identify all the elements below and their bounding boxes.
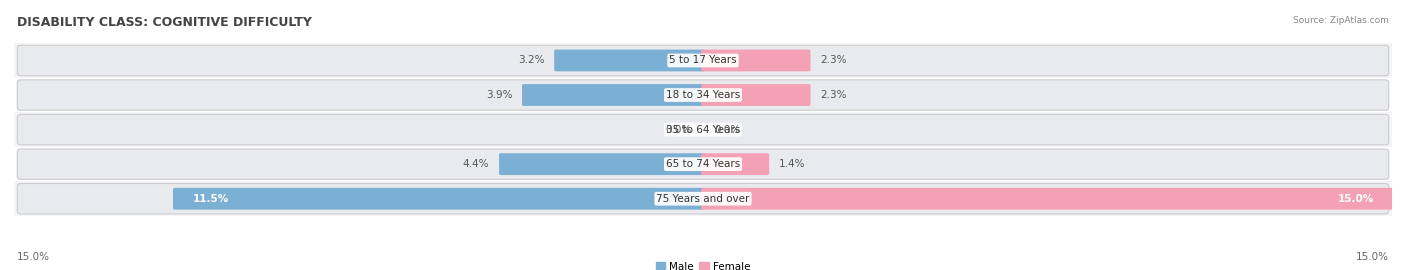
Text: 65 to 74 Years: 65 to 74 Years: [666, 159, 740, 169]
Text: 18 to 34 Years: 18 to 34 Years: [666, 90, 740, 100]
FancyBboxPatch shape: [17, 114, 1389, 145]
Text: 3.9%: 3.9%: [486, 90, 512, 100]
Legend: Male, Female: Male, Female: [651, 258, 755, 270]
FancyBboxPatch shape: [499, 153, 704, 175]
Text: 11.5%: 11.5%: [193, 194, 229, 204]
Text: 2.3%: 2.3%: [820, 55, 846, 66]
Text: 15.0%: 15.0%: [17, 252, 49, 262]
Text: 4.4%: 4.4%: [463, 159, 489, 169]
Bar: [14, 181, 1392, 216]
FancyBboxPatch shape: [17, 149, 1389, 179]
FancyBboxPatch shape: [17, 80, 1389, 110]
Text: 0.0%: 0.0%: [665, 124, 692, 135]
Bar: [14, 43, 1392, 78]
FancyBboxPatch shape: [522, 84, 704, 106]
Text: 3.2%: 3.2%: [517, 55, 544, 66]
FancyBboxPatch shape: [702, 50, 810, 71]
Text: 15.0%: 15.0%: [1337, 194, 1374, 204]
Text: DISABILITY CLASS: COGNITIVE DIFFICULTY: DISABILITY CLASS: COGNITIVE DIFFICULTY: [17, 16, 312, 29]
Text: 5 to 17 Years: 5 to 17 Years: [669, 55, 737, 66]
Text: Source: ZipAtlas.com: Source: ZipAtlas.com: [1294, 16, 1389, 25]
Bar: [14, 78, 1392, 112]
Text: 15.0%: 15.0%: [1357, 252, 1389, 262]
FancyBboxPatch shape: [702, 188, 1393, 210]
Text: 1.4%: 1.4%: [779, 159, 806, 169]
FancyBboxPatch shape: [173, 188, 704, 210]
FancyBboxPatch shape: [702, 153, 769, 175]
Text: 75 Years and over: 75 Years and over: [657, 194, 749, 204]
Text: 35 to 64 Years: 35 to 64 Years: [666, 124, 740, 135]
FancyBboxPatch shape: [17, 45, 1389, 76]
FancyBboxPatch shape: [702, 84, 810, 106]
Bar: [14, 147, 1392, 181]
FancyBboxPatch shape: [554, 50, 704, 71]
Bar: [14, 112, 1392, 147]
Text: 0.0%: 0.0%: [714, 124, 741, 135]
Text: 2.3%: 2.3%: [820, 90, 846, 100]
FancyBboxPatch shape: [17, 184, 1389, 214]
